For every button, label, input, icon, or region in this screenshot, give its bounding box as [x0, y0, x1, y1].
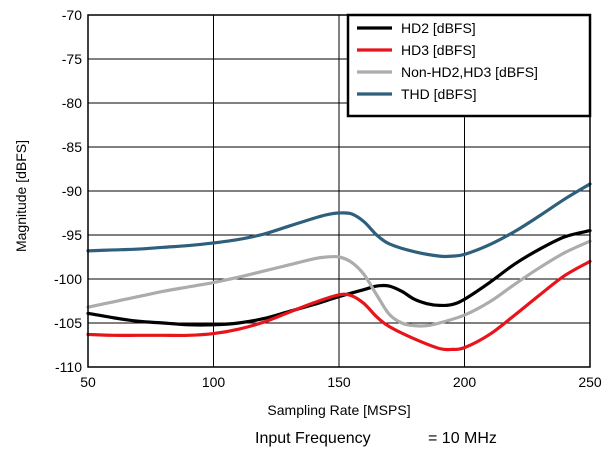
legend-label-hd3-dbfs: HD3 [dBFS] [401, 42, 476, 58]
series-lines [86, 182, 592, 352]
x-tick-label: 200 [453, 374, 477, 390]
x-tick-label: 100 [202, 374, 226, 390]
y-tick-label: -75 [62, 51, 82, 67]
plot-border [87, 14, 591, 368]
y-axis-title: Magnitude [dBFS] [13, 140, 29, 252]
y-tick-label: -80 [62, 95, 82, 111]
y-tick-label: -70 [62, 7, 82, 23]
legend-label-thd-dbfs: THD [dBFS] [401, 86, 476, 102]
series-line-non-hd2-hd3-dbfs [86, 239, 592, 328]
y-tick-label: -100 [54, 271, 82, 287]
annotation-value: = 10 MHz [428, 430, 497, 447]
y-tick-label: -95 [62, 227, 82, 243]
y-tick-label: -105 [54, 315, 82, 331]
legend-label-non-hd2-hd3-dbfs: Non-HD2,HD3 [dBFS] [401, 64, 538, 80]
input-frequency-annotation: Input Frequency = 10 MHz [255, 430, 497, 447]
legend-box [346, 13, 592, 118]
x-tick-label: 250 [578, 374, 602, 390]
tick-labels: 50 100 150 200 250 -110 -105 -100 -95 -90 -85 -80 -7… [54, 7, 602, 390]
series-line-hd3-dbfs [86, 259, 592, 352]
legend-label-hd2-dbfs: HD2 [dBFS] [401, 20, 476, 36]
series-line-hd2-dbfs [86, 229, 592, 327]
y-tick-label: -85 [62, 139, 82, 155]
legend: HD2 [dBFS] HD3 [dBFS] Non-HD2,HD3 [dBFS] TH… [346, 13, 592, 118]
x-tick-label: 50 [80, 374, 96, 390]
series-line-thd-dbfs [86, 182, 592, 259]
x-tick-label: 150 [327, 374, 351, 390]
x-axis-title: Sampling Rate [MSPS] [267, 402, 410, 418]
y-tick-label: -110 [55, 359, 82, 375]
y-tick-label: -90 [62, 183, 82, 199]
annotation-label: Input Frequency [255, 430, 371, 447]
